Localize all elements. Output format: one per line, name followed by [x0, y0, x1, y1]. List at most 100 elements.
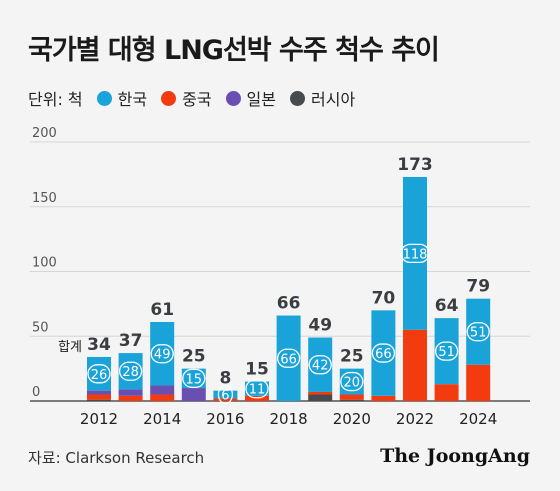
total-label: 15 — [245, 360, 269, 380]
y-tick-label: 100 — [32, 256, 57, 271]
bar-segment — [339, 399, 364, 401]
legend-label-russia: 러시아 — [311, 90, 356, 109]
legend-label-china: 중국 — [182, 90, 212, 109]
total-label: 37 — [119, 331, 143, 351]
bar-segment — [466, 298, 491, 365]
bar-segment — [118, 395, 143, 401]
total-caption: 합계 — [58, 340, 82, 355]
korea-value-pill — [87, 364, 111, 384]
bar-segment — [308, 394, 333, 401]
y-tick-label: 150 — [32, 191, 57, 206]
bar-segment — [403, 176, 427, 330]
bar-segment — [371, 395, 396, 401]
legend-label-korea: 한국 — [117, 90, 148, 109]
source-note: 자료: Clarkson Research — [28, 449, 205, 467]
total-label: 25 — [340, 347, 364, 367]
korea-value-label: 6 — [221, 389, 229, 404]
korea-value-pill — [466, 322, 490, 342]
bar-segment — [150, 394, 175, 401]
x-tick-label: 2014 — [143, 410, 181, 428]
bar-segment — [466, 364, 491, 401]
x-tick-label: 2020 — [333, 410, 371, 428]
x-tick-label: 2024 — [459, 410, 497, 428]
bar-segment — [308, 337, 333, 392]
bar-segment — [87, 399, 111, 401]
total-label: 173 — [397, 155, 433, 175]
total-label: 49 — [308, 316, 332, 336]
chart-title: 국가별 대형 LNG선박 수주 척수 추이 — [28, 35, 440, 66]
bar-segment — [276, 315, 301, 401]
legend-item-china: 중국 — [161, 86, 212, 110]
korea-value-pill — [371, 343, 396, 363]
korea-value-pill — [400, 243, 430, 264]
bar-segment — [87, 390, 111, 395]
x-tick-label: 2022 — [396, 410, 434, 428]
korea-value-pill — [182, 368, 206, 388]
bar-segment — [181, 368, 206, 389]
korea-value-label: 118 — [403, 247, 428, 262]
bar-segment — [213, 390, 238, 399]
total-label: 64 — [435, 296, 459, 316]
korea-value-label: 42 — [312, 359, 329, 374]
korea-value-pill — [434, 341, 459, 361]
total-label: 66 — [277, 294, 301, 314]
bar-segment — [118, 353, 143, 390]
korea-value-pill — [245, 379, 269, 399]
bar-segment — [371, 310, 396, 396]
legend-item-russia: 러시아 — [290, 86, 355, 110]
korea-value-pill — [340, 371, 364, 392]
korea-value-label: 66 — [280, 352, 297, 367]
bar-segment — [181, 388, 206, 401]
x-tick-label: 2012 — [80, 410, 118, 428]
total-label: 8 — [219, 369, 231, 389]
korea-value-label: 28 — [122, 365, 139, 380]
total-label: 61 — [150, 300, 174, 320]
korea-value-label: 51 — [438, 345, 455, 360]
bar-segment — [150, 322, 175, 386]
bar-segment — [150, 385, 175, 395]
x-tick-label: 2018 — [270, 410, 308, 428]
total-label: 25 — [182, 347, 206, 367]
bar-segment — [434, 318, 459, 385]
bar-segment — [245, 395, 269, 401]
legend-swatch-japan — [225, 90, 241, 106]
bar-segment — [87, 394, 111, 400]
korea-value-label: 20 — [344, 376, 361, 391]
legend-swatch-russia — [290, 90, 305, 106]
bar-segment — [308, 391, 333, 395]
y-tick-label: 0 — [32, 385, 40, 400]
y-tick-label: 50 — [32, 320, 49, 335]
legend-item-korea: 한국 — [96, 86, 148, 110]
bar-segment — [213, 398, 238, 401]
korea-value-pill — [276, 348, 301, 368]
legend-label-japan: 일본 — [246, 90, 276, 109]
korea-value-label: 66 — [375, 347, 392, 362]
bar-segment — [434, 384, 459, 401]
korea-value-pill — [118, 361, 143, 381]
korea-value-pill — [150, 344, 174, 364]
korea-value-pill — [308, 355, 332, 375]
korea-value-pill — [217, 384, 234, 405]
x-tick-label: 2016 — [206, 410, 244, 428]
unit-label: 단위: 척 — [28, 90, 83, 109]
korea-value-label: 49 — [154, 348, 171, 363]
korea-value-label: 26 — [91, 368, 108, 383]
korea-value-label: 51 — [470, 326, 487, 341]
legend: 단위: 척 한국 중국 일본 러시아 — [28, 86, 369, 110]
bar-segment — [118, 389, 143, 396]
bar-segment — [339, 394, 364, 400]
korea-value-label: 11 — [249, 383, 266, 398]
bar-segment — [245, 381, 269, 396]
legend-swatch-korea — [96, 90, 112, 106]
y-tick-label: 200 — [32, 126, 57, 141]
bar-segment — [87, 356, 111, 391]
total-label: 79 — [466, 277, 490, 297]
total-label: 34 — [87, 335, 111, 355]
korea-value-label: 15 — [186, 372, 203, 387]
total-label: 70 — [372, 288, 396, 308]
legend-swatch-china — [161, 90, 177, 106]
bar-segment — [403, 329, 427, 401]
publisher-logo: The JoongAng — [380, 445, 530, 467]
legend-item-japan: 일본 — [225, 86, 276, 110]
